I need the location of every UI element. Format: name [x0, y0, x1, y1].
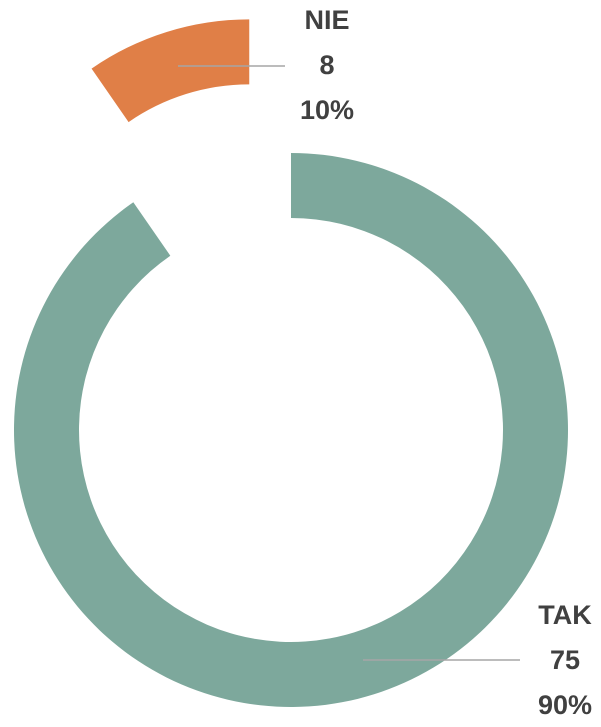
slice-category: TAK [538, 600, 592, 630]
slice-value: 8 [319, 50, 334, 80]
slice-category: NIE [304, 5, 349, 35]
slice-value: 75 [550, 645, 580, 675]
donut-slice [13, 153, 569, 707]
slice-share: 10% [300, 95, 354, 125]
slice-share: 90% [538, 690, 592, 720]
donut-slice [91, 19, 250, 123]
